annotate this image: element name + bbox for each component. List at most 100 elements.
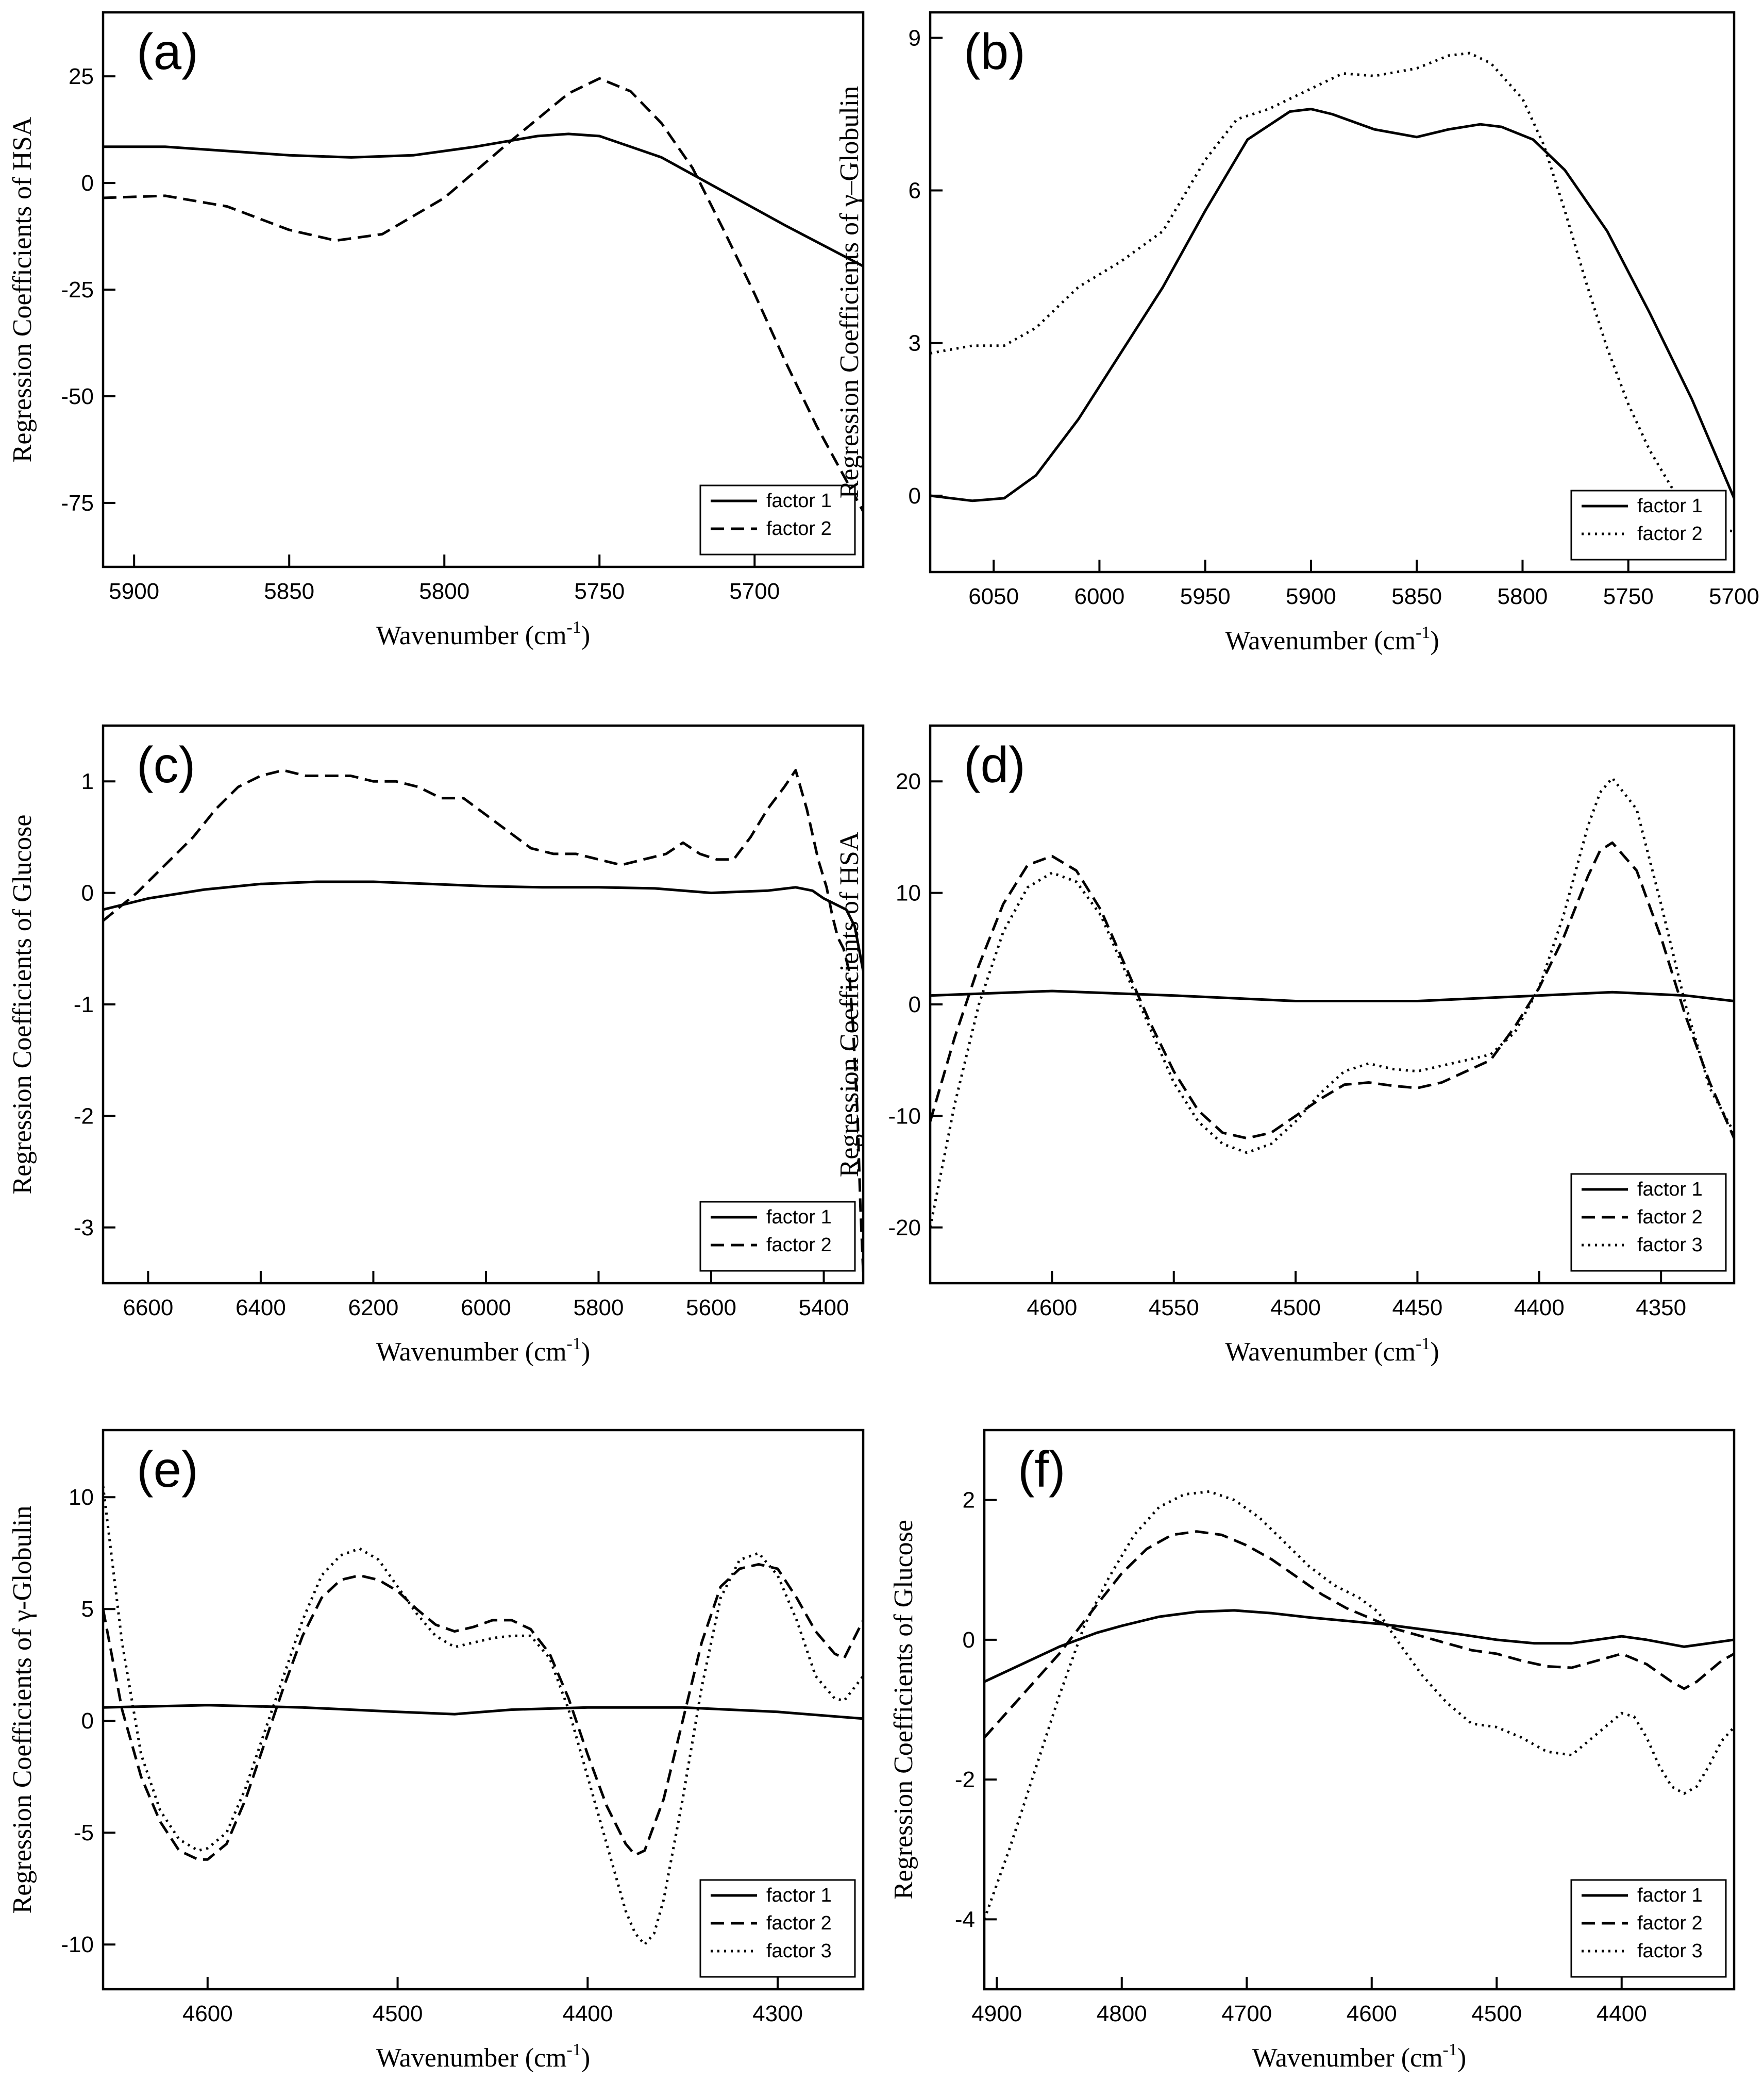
legend: factor 1 factor 2 [1570,490,1727,561]
panel-label: (d) [964,736,1026,793]
x-tick-label: 6600 [123,1295,173,1320]
plot-frame [929,11,1736,574]
x-tick-label: 5800 [1498,584,1548,609]
x-axis-label: Wavenumber (cm-1) [1225,623,1439,656]
plot-frame [102,1429,865,1991]
y-tick-label: 10 [69,1485,94,1510]
x-tick-label: 5600 [686,1295,736,1320]
x-tick-label: 5850 [264,579,314,604]
y-tick-label: 25 [69,64,94,89]
plot-frame [983,1429,1736,1991]
y-tick-label: -3 [74,1215,94,1240]
y-tick-label: -50 [61,384,94,409]
panel-label: (c) [137,736,195,793]
legend: factor 1 factor 2 [699,484,856,556]
x-axis-label: Wavenumber (cm-1) [376,2040,590,2073]
legend-box [699,484,856,556]
legend-entry: factor 1 [766,1885,832,1906]
y-axis-label: Regression Coefficients of Glucose [8,815,37,1195]
y-axis-label: Regression Coefficients of γ-Globulin [8,1506,37,1914]
legend-entry: factor 2 [766,1912,832,1934]
legend-entry: factor 2 [766,1234,832,1256]
legend-entry: factor 1 [766,1206,832,1228]
x-tick-label: 4300 [752,2001,803,2026]
y-tick-label: 0 [81,171,94,196]
y-tick-label: 5 [81,1597,94,1622]
panel-label: (a) [137,23,198,80]
y-tick-label: -20 [888,1215,921,1240]
panel-label: (e) [137,1441,198,1498]
y-tick-label: 10 [896,881,921,906]
series-line-factor-1 [103,132,863,267]
y-tick-label: 0 [909,992,921,1017]
x-tick-label: 4500 [1270,1295,1321,1320]
x-tick-label: 4550 [1149,1295,1199,1320]
y-tick-label: 3 [909,331,921,356]
x-tick-label: 6000 [461,1295,511,1320]
series-line-factor-1 [930,989,1734,1002]
chart-panel-4: 4600 4500 4400 4300 10 5 0 -5 -10 Wavenumber (cm-… [8,1429,865,2073]
series-line-factor-2 [930,52,1734,533]
y-tick-label: -2 [955,1767,975,1792]
legend: factor 1 factor 2 factor 3 [1570,1879,1727,1978]
legend-entry: factor 1 [1637,1179,1703,1200]
x-axis-label: Wavenumber (cm-1) [376,1334,590,1367]
y-tick-label: 2 [963,1488,975,1513]
chart-panel-2: 6600 6400 6200 6000 5800 5600 5400 1 0 -1 -2 -3 Wave… [8,724,865,1367]
legend-entry: factor 3 [1637,1234,1703,1256]
x-tick-label: 5750 [574,579,625,604]
series-line-factor-1 [103,1704,863,1720]
y-axis-label: Regression Coefficients of HSA [835,831,864,1177]
legend-entry: factor 2 [1637,1912,1703,1934]
y-tick-label: -25 [61,277,94,303]
legend-box [699,1201,856,1272]
chart-panel-1: 6050 6000 5950 5900 5850 5800 5750 5700 9 6 3 0 Wave… [835,11,1759,656]
x-tick-label: 4400 [1597,2001,1647,2026]
y-tick-label: 0 [909,483,921,509]
y-tick-label: 20 [896,769,921,794]
legend-entry: factor 2 [1637,523,1703,545]
x-tick-label: 4900 [971,2001,1022,2026]
x-axis-label: Wavenumber (cm-1) [376,618,590,650]
x-tick-label: 4600 [1347,2001,1397,2026]
legend-entry: factor 1 [766,490,832,512]
chart-panel-5: 4900 4800 4700 4600 4500 4400 2 0 -2 -4 Wavenumber… [889,1429,1736,2073]
x-tick-label: 5850 [1391,584,1442,609]
y-axis-label: Regression Coefficients of HSA [8,116,37,462]
y-tick-label: 0 [81,1708,94,1734]
legend-entry: factor 3 [1637,1940,1703,1962]
legend-entry: factor 1 [1637,495,1703,517]
y-tick-label: -2 [74,1103,94,1129]
y-axis-label: Regression Coefficients of Glucose [889,1520,918,1900]
x-tick-label: 6200 [348,1295,398,1320]
x-tick-label: 5900 [1286,584,1336,609]
x-tick-label: 4500 [1471,2001,1522,2026]
legend: factor 1 factor 2 [699,1201,856,1272]
x-tick-label: 5900 [109,579,159,604]
x-tick-label: 4400 [562,2001,613,2026]
y-axis-label: Regression Coefficients of γ–Globulin [835,86,864,498]
legend-entry: factor 2 [766,518,832,540]
y-tick-label: -1 [74,992,94,1017]
x-tick-label: 5750 [1603,584,1654,609]
y-tick-label: 6 [909,178,921,204]
x-tick-label: 6000 [1074,584,1124,609]
y-tick-label: -5 [74,1820,94,1845]
panel-label: (b) [964,23,1026,80]
x-tick-label: 4350 [1636,1295,1686,1320]
y-tick-label: -4 [955,1907,975,1932]
x-tick-label: 5950 [1180,584,1231,609]
series-line-factor-1 [103,880,863,971]
legend-box [1570,490,1727,561]
series-line-factor-2 [103,1563,863,1861]
plot-frame [102,11,865,568]
y-tick-label: -10 [888,1103,921,1129]
legend-box [1570,1879,1727,1978]
x-tick-label: 4800 [1097,2001,1147,2026]
plot-frame [102,724,865,1285]
y-tick-label: 0 [963,1627,975,1653]
x-tick-label: 4450 [1392,1295,1443,1320]
legend-entry: factor 1 [1637,1885,1703,1906]
legend: factor 1 factor 2 factor 3 [699,1879,856,1978]
